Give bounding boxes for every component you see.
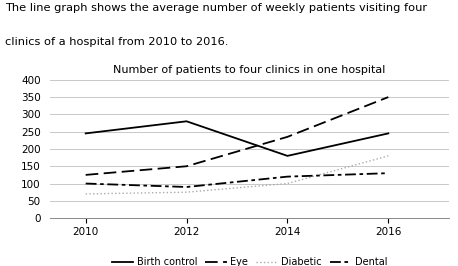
Legend: Birth control, Eye, Diabetic, Dental: Birth control, Eye, Diabetic, Dental [108,253,392,266]
Text: The line graph shows the average number of weekly patients visiting four: The line graph shows the average number … [5,3,427,13]
Title: Number of patients to four clinics in one hospital: Number of patients to four clinics in on… [114,65,386,75]
Text: clinics of a hospital from 2010 to 2016.: clinics of a hospital from 2010 to 2016. [5,37,228,47]
